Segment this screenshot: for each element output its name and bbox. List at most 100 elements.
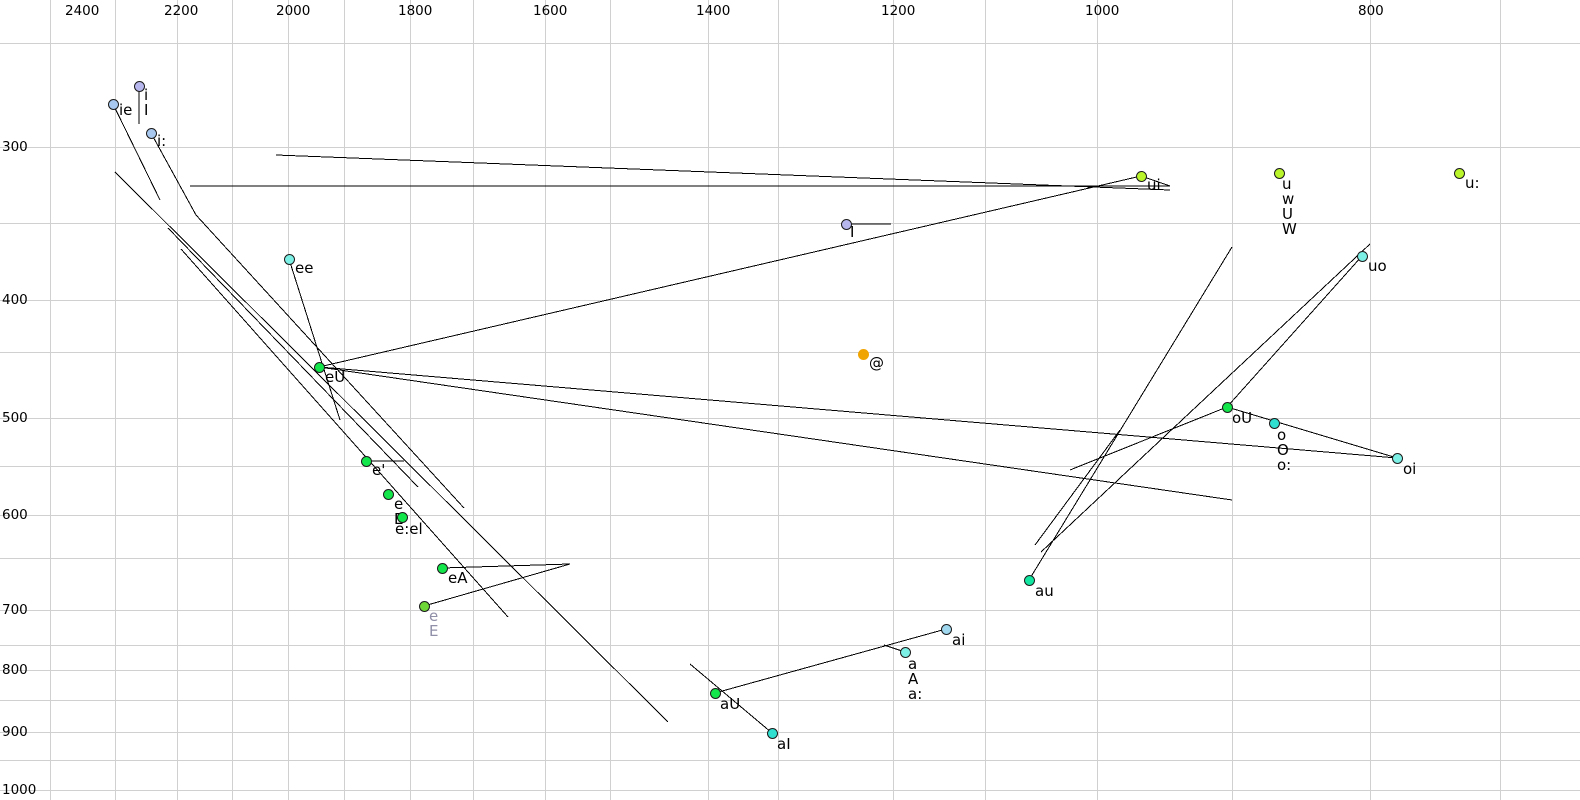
x-axis-tick-800: 800 xyxy=(1358,3,1384,19)
vowel-point-e_E[interactable] xyxy=(382,488,394,500)
y-axis-tick-600: 600 xyxy=(2,507,28,523)
y-axis-tick-800: 800 xyxy=(2,662,28,678)
vowel-label-line: i: xyxy=(157,132,167,150)
x-axis-tick-1000: 1000 xyxy=(1085,3,1120,19)
vowel-point-oi[interactable] xyxy=(1391,452,1403,464)
vowel-point-E_muted[interactable] xyxy=(418,600,430,612)
vowel-label-line: ai xyxy=(952,631,966,649)
vowel-label-line: ee xyxy=(295,259,314,277)
vowel-label-line: e xyxy=(394,495,404,513)
vowel-point-i[interactable] xyxy=(133,80,145,92)
x-axis-tick-1200: 1200 xyxy=(881,3,916,19)
y-axis-tick-900: 900 xyxy=(2,724,28,740)
x-axis-tick-1800: 1800 xyxy=(398,3,433,19)
vowel-point-e_apos[interactable] xyxy=(360,455,372,467)
vowel-label-ai: ai xyxy=(952,631,966,649)
vowel-label-uo: uo xyxy=(1368,257,1387,275)
vowel-label-oi: oi xyxy=(1403,462,1416,477)
trajectory-long-nw-se-1 xyxy=(114,171,669,723)
vowel-label-line: a: xyxy=(908,685,923,703)
vowel-label-i_long: i: xyxy=(157,132,167,150)
vowel-label-line: e xyxy=(429,607,439,625)
trajectory-au-track2 xyxy=(1034,429,1121,546)
vowel-point-u[interactable] xyxy=(1273,167,1285,179)
trajectory-ai-track xyxy=(714,628,947,694)
trajectory-oU-west xyxy=(1069,406,1228,471)
vowel-label-ui: ui xyxy=(1147,176,1161,194)
vowel-label-line: oU xyxy=(1232,409,1253,427)
y-axis-tick-400: 400 xyxy=(2,292,28,308)
vowel-label-line: u xyxy=(1282,175,1292,193)
x-axis-tick-2200: 2200 xyxy=(164,3,199,19)
vowel-label-eA: eA xyxy=(448,571,468,586)
trajectory-ie-track xyxy=(112,103,161,201)
trajectory-uo-left xyxy=(1226,255,1363,408)
vowel-label-line: aU xyxy=(720,695,741,713)
vowel-point-aI[interactable] xyxy=(766,727,778,739)
vowel-label-line: aI xyxy=(777,735,791,753)
x-axis-tick-1400: 1400 xyxy=(696,3,731,19)
vowel-point-oU[interactable] xyxy=(1221,401,1233,413)
vowel-label-at: @ xyxy=(869,356,884,371)
x-axis-tick-1600: 1600 xyxy=(533,3,568,19)
vowel-label-ee: ee xyxy=(295,259,314,277)
vowel-label-line: ie xyxy=(119,101,133,119)
vowel-point-eU[interactable] xyxy=(313,361,325,373)
vowel-label-au: au xyxy=(1035,584,1054,599)
trajectory-E-muted-track xyxy=(423,563,571,607)
vowel-label-line: eU xyxy=(325,368,346,386)
vowel-point-u_long[interactable] xyxy=(1453,167,1465,179)
vowel-label-line: w xyxy=(1282,190,1295,208)
vowel-label-bar_I: I xyxy=(850,225,854,240)
vowel-point-ee[interactable] xyxy=(283,253,295,265)
vowel-label-line: o xyxy=(1277,426,1287,444)
vowel-label-u_long: u: xyxy=(1465,176,1480,191)
y-axis-tick-1000: 1000 xyxy=(2,782,37,798)
vowel-label-line: W xyxy=(1282,220,1297,238)
vowel-point-bar_I[interactable] xyxy=(840,218,852,230)
trajectory-top-slope xyxy=(275,154,1171,191)
vowel-label-line: e' xyxy=(372,461,386,479)
vowel-point-eA[interactable] xyxy=(436,562,448,574)
vowel-point-i_long[interactable] xyxy=(145,127,157,139)
y-axis-tick-700: 700 xyxy=(2,602,28,618)
trajectory-eA-track xyxy=(441,563,571,569)
vowel-point-au[interactable] xyxy=(1023,574,1035,586)
vowel-point-e_long_el[interactable] xyxy=(396,511,408,523)
vowel-label-line: i xyxy=(144,86,149,104)
trajectory-eU-long xyxy=(318,175,1142,368)
vowel-point-aU[interactable] xyxy=(709,687,721,699)
trajectory-eU-branch xyxy=(318,366,1398,459)
trajectory-i-long-track xyxy=(150,132,197,216)
vowel-label-aU: aU xyxy=(720,695,741,713)
vowel-point-ie[interactable] xyxy=(107,98,119,110)
vowel-point-uo[interactable] xyxy=(1356,250,1368,262)
trajectory-oU-line xyxy=(1226,406,1398,459)
vowel-point-ui[interactable] xyxy=(1135,170,1147,182)
vowel-label-line: uo xyxy=(1368,257,1387,275)
x-axis-tick-2400: 2400 xyxy=(65,3,100,19)
vowel-point-at[interactable] xyxy=(857,348,869,360)
formant-trajectory-lines xyxy=(112,86,1398,734)
trajectory-eU-right xyxy=(318,366,1233,501)
y-axis-tick-300: 300 xyxy=(2,139,28,155)
vowel-label-line: e:el xyxy=(395,520,423,538)
vowel-label-line: ui xyxy=(1147,176,1161,194)
trajectory-aI-track xyxy=(689,663,773,734)
trajectory-long-nw-se-4 xyxy=(195,214,465,509)
vowel-label-line: o: xyxy=(1277,456,1292,474)
vowel-point-o[interactable] xyxy=(1268,417,1280,429)
vowel-label-e_apos: e' xyxy=(372,461,386,479)
vowel-point-a[interactable] xyxy=(899,646,911,658)
vowel-label-oU: oU xyxy=(1232,409,1253,427)
vowel-point-ai[interactable] xyxy=(940,623,952,635)
vowel-label-line: E xyxy=(429,622,439,640)
y-axis-tick-500: 500 xyxy=(2,410,28,426)
vowel-label-eU: eU xyxy=(325,368,346,386)
